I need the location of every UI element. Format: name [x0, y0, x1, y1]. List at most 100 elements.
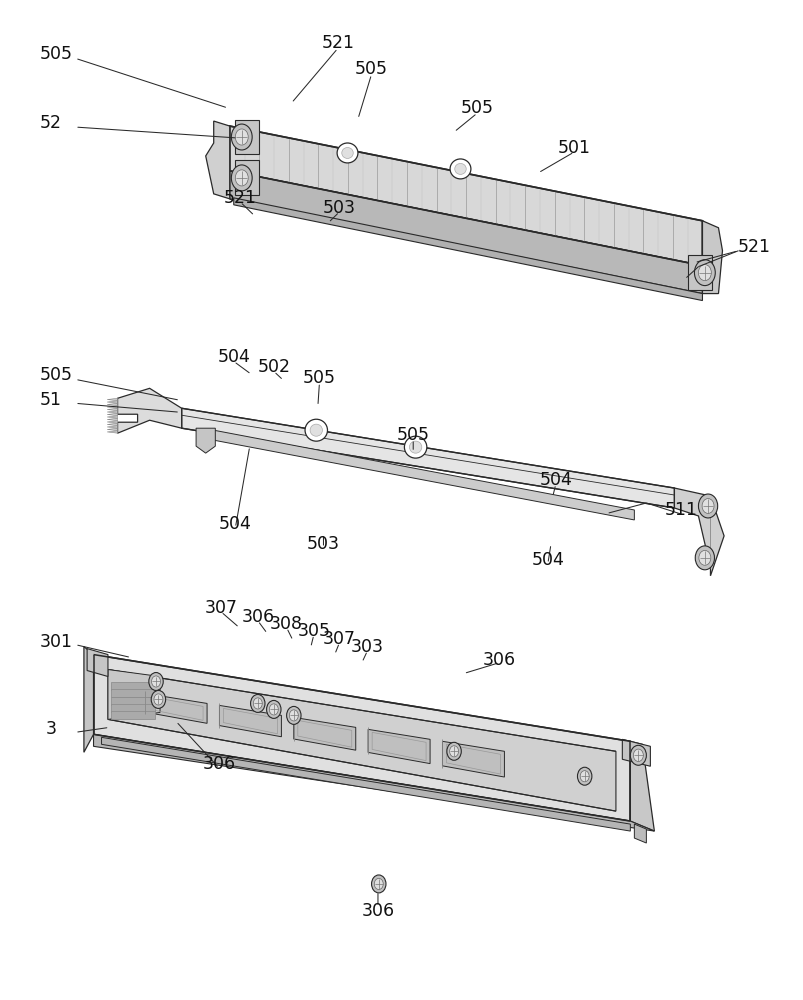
- Text: 504: 504: [531, 551, 564, 569]
- Ellipse shape: [341, 147, 353, 158]
- Circle shape: [267, 700, 281, 718]
- Circle shape: [698, 265, 711, 281]
- Text: 504: 504: [218, 515, 251, 533]
- Circle shape: [698, 550, 710, 565]
- Circle shape: [235, 170, 248, 186]
- Polygon shape: [107, 421, 117, 423]
- Text: 306: 306: [202, 755, 235, 773]
- Polygon shape: [230, 126, 702, 266]
- Polygon shape: [107, 408, 117, 411]
- Circle shape: [231, 165, 252, 191]
- Polygon shape: [293, 717, 355, 750]
- Text: 306: 306: [361, 902, 394, 920]
- Polygon shape: [107, 401, 117, 403]
- Text: 308: 308: [270, 615, 303, 633]
- Ellipse shape: [404, 436, 426, 458]
- Text: 521: 521: [223, 189, 256, 207]
- Polygon shape: [108, 670, 160, 719]
- Text: 505: 505: [396, 426, 429, 444]
- Bar: [111, 682, 155, 690]
- Text: 505: 505: [355, 60, 388, 78]
- Text: 51: 51: [40, 391, 62, 409]
- Polygon shape: [107, 411, 117, 413]
- Circle shape: [698, 494, 717, 518]
- Polygon shape: [702, 221, 722, 294]
- Polygon shape: [107, 403, 117, 406]
- Circle shape: [289, 710, 298, 721]
- Polygon shape: [107, 423, 117, 426]
- Polygon shape: [107, 428, 117, 431]
- Circle shape: [577, 767, 591, 785]
- Circle shape: [580, 771, 589, 782]
- Text: 505: 505: [39, 366, 72, 384]
- Circle shape: [374, 878, 383, 889]
- Bar: [111, 689, 155, 697]
- Bar: [111, 711, 155, 719]
- Circle shape: [269, 704, 278, 715]
- Polygon shape: [107, 431, 117, 433]
- Text: 504: 504: [539, 471, 572, 489]
- Polygon shape: [634, 824, 646, 843]
- Ellipse shape: [454, 163, 466, 174]
- Text: 307: 307: [323, 630, 356, 648]
- Polygon shape: [368, 729, 430, 764]
- Polygon shape: [234, 120, 259, 154]
- Text: 521: 521: [737, 238, 770, 256]
- Text: 504: 504: [217, 348, 250, 366]
- Text: 306: 306: [483, 651, 516, 669]
- Text: 306: 306: [241, 608, 274, 626]
- Text: 502: 502: [257, 358, 290, 376]
- Polygon shape: [630, 741, 654, 831]
- Circle shape: [695, 546, 714, 570]
- Polygon shape: [107, 416, 117, 418]
- Text: 303: 303: [351, 638, 384, 656]
- Polygon shape: [84, 647, 93, 752]
- Text: 307: 307: [204, 599, 237, 617]
- Polygon shape: [622, 739, 650, 766]
- Polygon shape: [107, 398, 117, 401]
- Circle shape: [630, 745, 646, 765]
- Text: 3: 3: [46, 720, 56, 738]
- Polygon shape: [214, 430, 634, 520]
- Text: 505: 505: [460, 99, 493, 117]
- Polygon shape: [219, 705, 281, 737]
- Text: 305: 305: [297, 622, 330, 640]
- Polygon shape: [442, 741, 503, 777]
- Polygon shape: [234, 160, 259, 195]
- Circle shape: [633, 749, 642, 761]
- Polygon shape: [101, 737, 630, 831]
- Circle shape: [251, 694, 265, 712]
- Text: 503: 503: [307, 535, 340, 553]
- Text: 52: 52: [40, 114, 62, 132]
- Polygon shape: [687, 255, 711, 290]
- Polygon shape: [196, 428, 215, 453]
- Polygon shape: [107, 406, 117, 408]
- Polygon shape: [107, 413, 117, 416]
- Ellipse shape: [450, 159, 471, 179]
- Circle shape: [701, 499, 713, 513]
- Polygon shape: [117, 388, 181, 433]
- Polygon shape: [107, 418, 117, 421]
- Ellipse shape: [304, 419, 327, 441]
- Circle shape: [371, 875, 385, 893]
- Circle shape: [231, 124, 252, 150]
- Text: 521: 521: [321, 34, 354, 52]
- Polygon shape: [93, 655, 630, 821]
- Circle shape: [149, 673, 163, 690]
- Polygon shape: [145, 693, 207, 723]
- Circle shape: [449, 746, 458, 757]
- Circle shape: [286, 706, 300, 724]
- Ellipse shape: [409, 441, 422, 453]
- Circle shape: [235, 129, 248, 145]
- Circle shape: [151, 690, 165, 708]
- Polygon shape: [206, 121, 230, 199]
- Text: 501: 501: [557, 139, 590, 157]
- Text: 505: 505: [303, 369, 336, 387]
- Circle shape: [151, 676, 161, 687]
- Circle shape: [446, 742, 461, 760]
- Polygon shape: [230, 171, 702, 294]
- Polygon shape: [93, 734, 654, 831]
- Circle shape: [694, 260, 715, 286]
- Polygon shape: [108, 670, 615, 811]
- Polygon shape: [87, 649, 108, 677]
